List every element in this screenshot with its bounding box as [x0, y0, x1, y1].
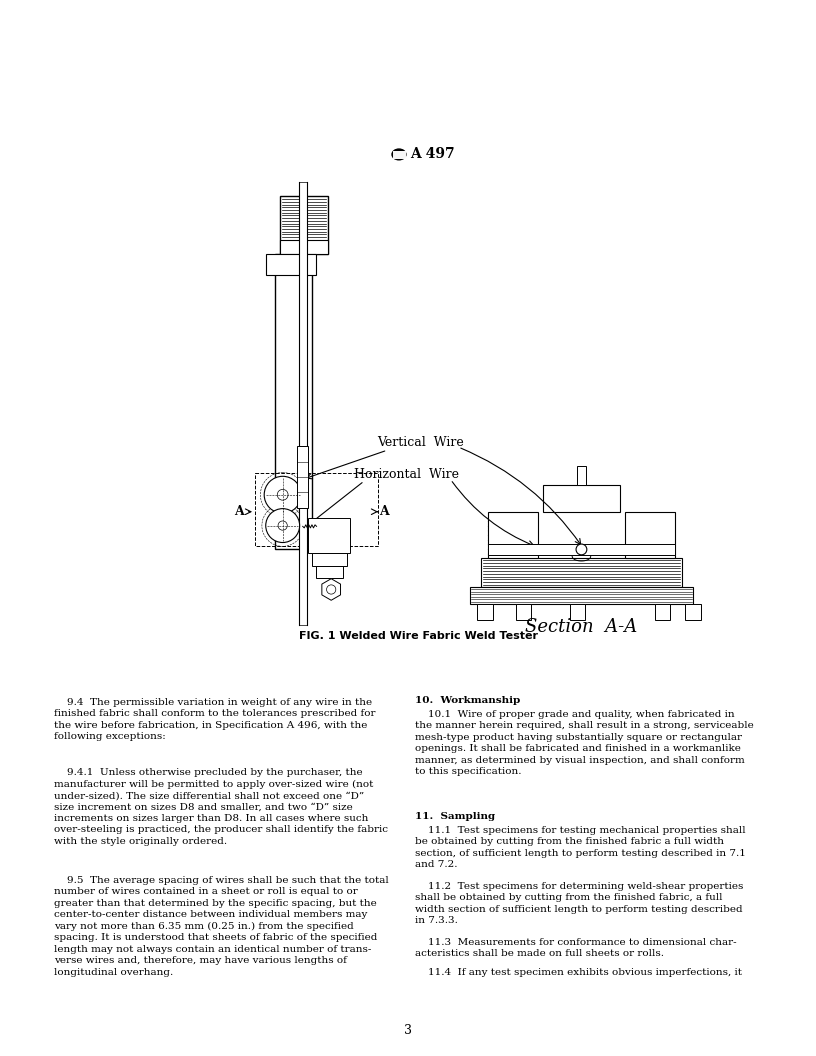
Circle shape	[266, 509, 299, 543]
Bar	[654, 604, 670, 620]
Bar	[275, 253, 312, 549]
Text: Horizontal  Wire: Horizontal Wire	[354, 468, 459, 482]
Text: 11.3  Measurements for conformance to dimensional char-
acteristics shall be mad: 11.3 Measurements for conformance to dim…	[415, 938, 737, 959]
Text: 10.  Workmanship: 10. Workmanship	[415, 696, 521, 705]
Bar	[625, 512, 676, 558]
Bar	[487, 512, 538, 558]
Circle shape	[278, 521, 287, 530]
Bar	[266, 253, 316, 276]
Bar	[516, 604, 531, 620]
Bar	[543, 485, 620, 512]
Bar	[299, 183, 307, 625]
Bar	[577, 466, 586, 485]
Bar	[481, 558, 681, 587]
Bar	[312, 552, 347, 566]
Bar	[685, 604, 701, 620]
Bar	[316, 566, 343, 578]
Circle shape	[326, 585, 336, 595]
Bar	[255, 473, 378, 546]
Text: A 497: A 497	[410, 148, 455, 162]
Text: 11.1  Test specimens for testing mechanical properties shall
be obtained by cutt: 11.1 Test specimens for testing mechanic…	[415, 826, 746, 869]
Bar	[487, 544, 676, 554]
Bar	[308, 517, 350, 552]
Text: Vertical  Wire: Vertical Wire	[377, 436, 464, 449]
Text: 9.4.1  Unless otherwise precluded by the purchaser, the
manufacturer will be per: 9.4.1 Unless otherwise precluded by the …	[54, 768, 388, 846]
Circle shape	[264, 476, 301, 513]
Text: FIG. 1 Welded Wire Fabric Weld Tester: FIG. 1 Welded Wire Fabric Weld Tester	[299, 631, 538, 641]
Circle shape	[277, 489, 288, 501]
Text: 3: 3	[404, 1023, 412, 1037]
Bar	[470, 587, 693, 604]
Text: 10.1  Wire of proper grade and quality, when fabricated in
the manner herein req: 10.1 Wire of proper grade and quality, w…	[415, 710, 754, 776]
Text: 9.5  The average spacing of wires shall be such that the total
number of wires c: 9.5 The average spacing of wires shall b…	[54, 876, 388, 977]
Text: Section  A-A: Section A-A	[526, 618, 637, 636]
Bar	[477, 604, 493, 620]
Ellipse shape	[392, 149, 406, 159]
Text: A: A	[379, 505, 388, 518]
Text: A: A	[234, 505, 244, 518]
Bar	[297, 447, 308, 508]
Bar	[280, 240, 328, 253]
Circle shape	[576, 544, 587, 554]
Bar	[280, 196, 328, 253]
Text: 11.4  If any test specimen exhibits obvious imperfections, it: 11.4 If any test specimen exhibits obvio…	[415, 968, 742, 977]
Text: 9.4  The permissible variation in weight of any wire in the
finished fabric shal: 9.4 The permissible variation in weight …	[54, 698, 375, 741]
Text: 11.2  Test specimens for determining weld-shear properties
shall be obtained by : 11.2 Test specimens for determining weld…	[415, 882, 743, 925]
Bar	[570, 604, 585, 620]
Text: 11.  Sampling: 11. Sampling	[415, 812, 495, 821]
